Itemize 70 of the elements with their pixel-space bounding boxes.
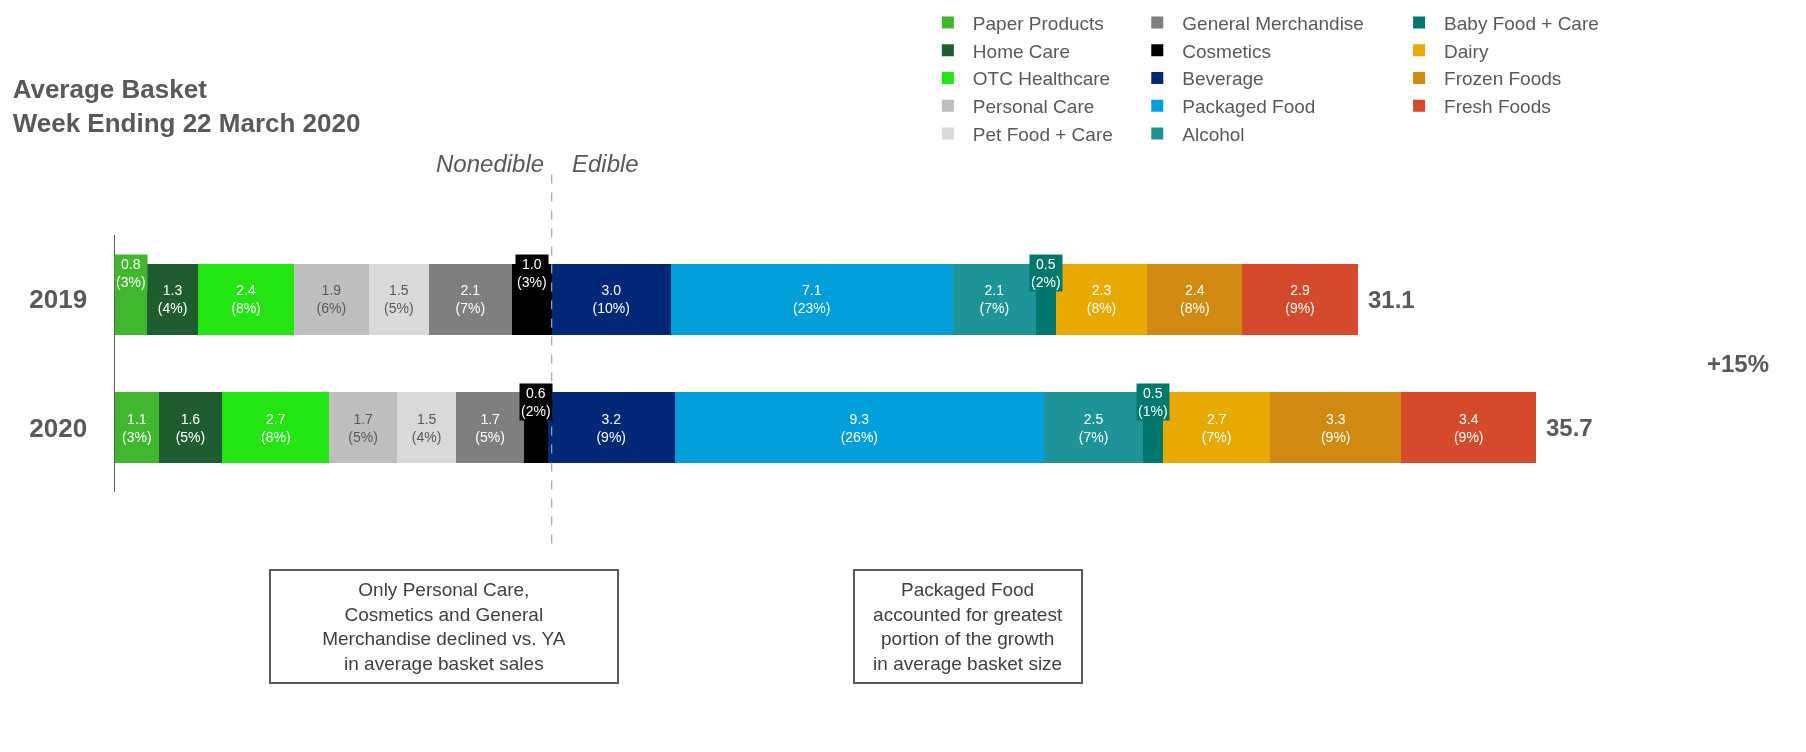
- data-label: 2.7 (8%): [261, 410, 291, 445]
- data-label: 0.5 (2%): [1031, 256, 1061, 291]
- legend-label: Pet Food + Care: [972, 123, 1113, 145]
- bar: [674, 392, 1044, 464]
- bar: [456, 392, 524, 464]
- legend-label: Personal Care: [972, 96, 1095, 118]
- text: +15%: [1707, 350, 1770, 377]
- bar: [428, 263, 512, 335]
- bar: [1147, 263, 1243, 335]
- bar: [115, 392, 159, 464]
- text: Edible: [572, 150, 639, 177]
- legend-label: OTC Healthcare: [972, 68, 1111, 90]
- data-label: 1.1 (3%): [122, 410, 152, 445]
- bar: [293, 263, 370, 335]
- data-label: 1.5 (5%): [384, 282, 414, 317]
- data-label: 2.4 (8%): [1180, 282, 1210, 317]
- text: Packaged Food accounted for greatest portion of the growth in average basket size: [873, 579, 1063, 675]
- legend-label: Dairy: [1444, 40, 1489, 62]
- data-label: 2.1 (7%): [455, 282, 486, 317]
- text: Only Personal Care, Cosmetics and General Merchandise declined vs. YA in average basket sales: [322, 579, 566, 675]
- bar: [369, 263, 429, 335]
- bar: [1242, 263, 1358, 335]
- legend-label: Cosmetics: [1182, 40, 1271, 62]
- data-label: 1.3 (4%): [157, 282, 188, 317]
- data-label: 2.3 (8%): [1086, 282, 1117, 317]
- data-label: 0.8 (3%): [116, 256, 146, 291]
- data-label: 1.9 (6%): [316, 282, 347, 317]
- data-label: 0.6 (2%): [521, 385, 551, 420]
- data-label: 0.5 (1%): [1138, 385, 1168, 420]
- legend-label: Frozen Foods: [1444, 68, 1562, 90]
- bar: [198, 263, 294, 335]
- legend-label: Beverage: [1182, 68, 1264, 90]
- bar: [1401, 392, 1537, 464]
- data-label: 3.4 (9%): [1453, 410, 1484, 445]
- data-label: 2.5 (7%): [1078, 410, 1109, 445]
- data-label: 3.0 (10%): [592, 282, 630, 317]
- data-label: 1.7 (5%): [475, 410, 505, 445]
- data-label: 2.4 (8%): [231, 282, 261, 317]
- legend-label: Paper Products: [972, 13, 1104, 35]
- data-label: 2.9 (9%): [1285, 282, 1315, 317]
- bar: [551, 263, 671, 335]
- data-label: 9.3 (26%): [840, 410, 879, 445]
- legend-label: Packaged Food: [1182, 96, 1316, 118]
- bar: [1270, 392, 1402, 464]
- data-label: 1.0 (3%): [517, 256, 547, 291]
- legend-label: Home Care: [972, 40, 1070, 62]
- data-label: 1.6 (5%): [175, 410, 206, 445]
- data-label: 7.1 (23%): [793, 282, 831, 317]
- data-label: 2.7 (7%): [1201, 410, 1232, 445]
- legend-label: Baby Food + Care: [1444, 13, 1599, 35]
- y-tick-label: 2020: [29, 412, 109, 443]
- y-tick-label: 2019: [29, 284, 109, 315]
- data-label: 1.7 (5%): [348, 410, 378, 445]
- data-label: 2.1 (7%): [979, 282, 1010, 317]
- bar: [146, 263, 199, 335]
- data-label: 3.3 (9%): [1320, 410, 1351, 445]
- bar: [222, 392, 330, 464]
- text: Nonedible: [436, 150, 545, 177]
- data-label: 1.5 (4%): [411, 410, 442, 445]
- bar: [329, 392, 397, 464]
- legend-label: General Merchandise: [1182, 13, 1364, 35]
- bar: [158, 392, 223, 464]
- bar: [670, 263, 953, 335]
- data-label: 3.2 (9%): [596, 410, 627, 445]
- total-label: 31.1: [1368, 286, 1415, 313]
- total-label: 35.7: [1546, 414, 1593, 441]
- bar: [396, 392, 457, 464]
- chart-title: Average Basket Week Ending 22 March 2020: [12, 73, 361, 138]
- legend-label: Alcohol: [1182, 123, 1245, 145]
- legend-label: Fresh Foods: [1444, 96, 1551, 118]
